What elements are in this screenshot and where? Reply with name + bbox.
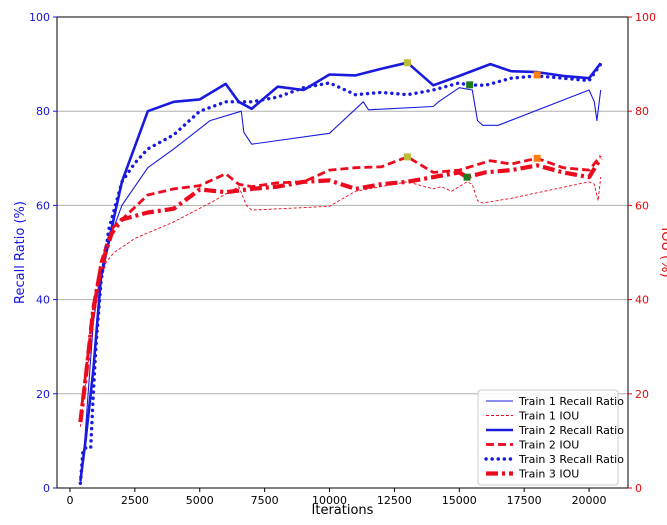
grid <box>57 110 628 395</box>
series-line-3 <box>79 61 602 482</box>
legend-label: Train 2 IOU <box>518 439 579 452</box>
legend-box <box>477 389 619 486</box>
series-line-4 <box>79 155 602 418</box>
x-tick-label: 17500 <box>507 494 542 507</box>
y-axis-title-left: Recall Ratio (%) <box>13 201 28 304</box>
square-marker <box>533 71 541 79</box>
x-tick-label: 15000 <box>442 494 477 507</box>
marker-layer <box>403 59 541 181</box>
legend-label: Train 1 IOU <box>518 410 579 423</box>
y-tick-label-left: 0 <box>43 482 50 495</box>
y-tick-label-right: 100 <box>635 11 656 24</box>
x-tick-label: 2500 <box>121 494 149 507</box>
y-tick-label-left: 80 <box>36 105 50 118</box>
x-tick-label: 20000 <box>572 494 607 507</box>
square-marker <box>466 81 474 89</box>
legend-label: Train 3 Recall Ratio <box>518 453 624 466</box>
y-tick-label-right: 40 <box>635 294 649 307</box>
x-tick-label: 12500 <box>377 494 412 507</box>
x-axis-title: Iterations <box>312 503 374 518</box>
legend-label: Train 2 Recall Ratio <box>518 424 624 437</box>
y-tick-label-right: 80 <box>635 105 649 118</box>
legend-label: Train 1 Recall Ratio <box>518 395 624 408</box>
x-tick-label: 5000 <box>186 494 214 507</box>
square-marker <box>403 59 411 67</box>
x-tick-label: 10000 <box>312 494 347 507</box>
series-line-6 <box>78 157 603 423</box>
y-tick-label-right: 20 <box>635 388 649 401</box>
square-marker <box>463 173 471 181</box>
plot-frame <box>56 16 629 489</box>
square-marker <box>403 153 411 161</box>
y-tick-label-right: 0 <box>635 482 642 495</box>
series-line-5 <box>78 62 603 485</box>
legend-label: Train 3 IOU <box>518 468 579 481</box>
x-tick-label: 7500 <box>251 494 279 507</box>
y-tick-label-right: 60 <box>635 199 649 212</box>
square-marker <box>533 154 541 162</box>
y-tick-label-left: 40 <box>36 294 50 307</box>
y-axis-title-right: IOU (%) <box>658 227 667 277</box>
y-tick-label-left: 100 <box>29 11 50 24</box>
y-tick-label-left: 20 <box>36 388 50 401</box>
y-tick-label-left: 60 <box>36 199 50 212</box>
axes: 0 2500 5000 7500 10000 12500 15000 17500 20000 0 2… <box>29 11 656 507</box>
series-layer <box>78 61 603 485</box>
x-tick-label: 0 <box>66 494 73 507</box>
series-line-2 <box>79 177 602 427</box>
